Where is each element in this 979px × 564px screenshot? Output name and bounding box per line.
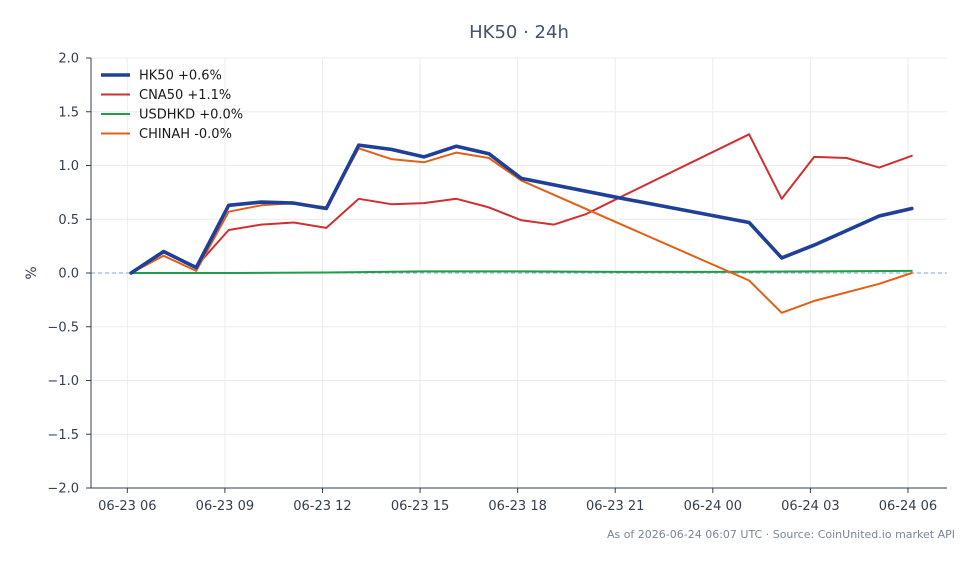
legend-label: CHINAH -0.0% [139,127,232,142]
y-tick-label: 2.0 [58,52,79,67]
legend-label: CNA50 +1.1% [139,88,231,103]
y-tick-label: −0.5 [47,320,79,335]
series-line-usdhkd [130,269,913,274]
x-tick-label: 06-23 09 [196,499,254,514]
x-tick-label: 06-23 18 [488,499,546,514]
x-tick-label: 06-23 21 [586,499,644,514]
series-lines [129,133,914,314]
y-axis-label: % [24,266,40,279]
x-tick-label: 06-23 15 [391,499,449,514]
x-tick-label: 06-24 03 [781,499,839,514]
chart-title: HK50 · 24h [469,22,569,43]
series-line-chinah [130,147,913,314]
x-tick-label: 06-24 00 [684,499,742,514]
y-tick-label: 0.0 [58,267,79,282]
legend-label: USDHKD +0.0% [139,108,243,123]
source-footer: As of 2026-06-24 06:07 UTC · Source: Coi… [607,528,955,541]
x-tick-label: 06-23 06 [98,499,156,514]
legend: HK50 +0.6% CNA50 +1.1% USDHKD +0.0% CHINAH … [101,69,243,142]
x-tick-label: 06-24 06 [879,499,937,514]
y-tick-label: 1.5 [58,105,79,120]
y-tick-label: 1.0 [58,159,79,174]
y-tick-label: −1.5 [47,428,79,443]
series-line-cna50 [130,133,913,274]
y-tick-label: −1.0 [47,374,79,389]
x-tick-label: 06-23 12 [293,499,351,514]
y-tick-label: 0.5 [58,213,79,228]
axes: 2.0 1.5 1.0 0.5 0.0 −0.5 −1.0 −1.5 −2.0 06-23 06 0… [47,52,947,514]
y-tick-label: −2.0 [47,482,79,497]
series-line-hk50 [129,143,914,275]
legend-label: HK50 +0.6% [139,69,222,84]
